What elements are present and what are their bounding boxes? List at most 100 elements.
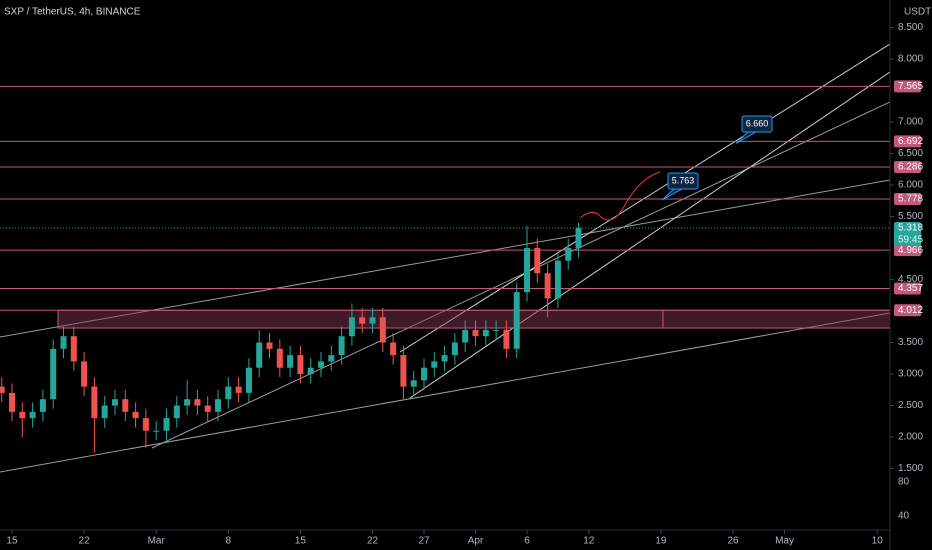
candle-body [60, 336, 67, 349]
candle-body [348, 317, 355, 337]
y-tick-label: 4.500 [898, 274, 923, 285]
channel-line [399, 43, 890, 353]
candle-body [215, 399, 222, 412]
x-tick-label: Apr [468, 536, 484, 547]
y-tick-label: 2.500 [898, 400, 923, 411]
candle-body [554, 260, 561, 299]
callout-pointer [735, 131, 757, 144]
currency-label: USDT [904, 7, 931, 18]
candle-body [173, 405, 180, 419]
level-label: 5.778 [898, 194, 923, 205]
candle-body [29, 411, 36, 419]
y-tick-label: 6.500 [898, 148, 923, 159]
trendline [0, 312, 890, 473]
candle-body [122, 399, 129, 412]
x-tick-label: May [775, 536, 794, 547]
candle-body [91, 386, 98, 419]
candle-body [493, 329, 500, 331]
x-tick-label: 12 [583, 536, 595, 547]
candle-body [400, 355, 407, 387]
candle-body [462, 329, 469, 343]
callout-pointer [661, 188, 683, 201]
y-tick-label: 6.000 [898, 180, 923, 191]
callout-label: 5.763 [672, 175, 695, 185]
candle-body [184, 399, 191, 406]
level-label-box [894, 161, 921, 174]
drawings [0, 43, 890, 473]
x-tick-label: 15 [6, 536, 18, 547]
candle-body [163, 418, 170, 431]
level-label: 4.357 [898, 283, 923, 294]
x-tick-label: 22 [367, 536, 379, 547]
trendline [0, 179, 890, 338]
x-tick-label: 10 [872, 536, 884, 547]
last-price-box [894, 221, 921, 246]
y-tick-label: 3.000 [898, 369, 923, 380]
y-tick-label: 5.500 [898, 211, 923, 222]
y-tick-label: 1.500 [898, 463, 923, 474]
candle-body [503, 329, 510, 349]
channel-line [409, 71, 890, 399]
x-tick-label: 19 [655, 536, 667, 547]
y-tick-label: 3.500 [898, 337, 923, 348]
projection-curve [579, 171, 661, 221]
candle-body [112, 399, 119, 406]
candle-body [369, 317, 376, 324]
candle-body [359, 317, 366, 324]
level-label: 6.286 [898, 162, 923, 173]
candle-body [451, 342, 458, 356]
candle-body [307, 367, 314, 375]
candle-body [513, 292, 520, 349]
x-tick-label: 15 [295, 536, 307, 547]
level-label-box [894, 304, 921, 317]
candle-body [276, 348, 283, 368]
candle-body [256, 342, 263, 368]
x-tick-label: 6 [524, 536, 530, 547]
symbol-title: SXP / TetherUS, 4h, BINANCE [4, 7, 141, 18]
candle-body [379, 317, 386, 343]
candle-body [39, 399, 46, 412]
x-tick-label: 27 [418, 536, 430, 547]
x-tick-label: 22 [79, 536, 91, 547]
candle-body [81, 361, 88, 387]
candle-body [318, 361, 325, 368]
candle-body [410, 380, 417, 387]
x-tick-label: 8 [226, 536, 232, 547]
candle-body [338, 336, 345, 356]
candle-body [524, 248, 531, 293]
callout-box [741, 115, 773, 133]
candle-body [390, 342, 397, 356]
trendline [151, 101, 890, 449]
x-tick-label: 26 [727, 536, 739, 547]
level-label: 6.692 [898, 136, 923, 147]
candle-body [297, 355, 304, 375]
candle-body [431, 361, 438, 368]
candle-body [225, 386, 232, 400]
level-label: 4.966 [898, 245, 923, 256]
level-label: 4.012 [898, 305, 923, 316]
candle-body [70, 336, 77, 362]
candle-body [421, 367, 428, 381]
candle-body [482, 329, 489, 337]
level-label-box [894, 282, 921, 295]
candle-body [472, 329, 479, 337]
level-label-box [894, 193, 921, 206]
zone [57, 309, 891, 329]
volume-tick-label: 80 [898, 477, 910, 488]
candle-body [132, 411, 139, 419]
candle-body [266, 342, 273, 349]
candle-body [245, 367, 252, 393]
candle-body [534, 248, 541, 274]
y-tick-label: 8.000 [898, 54, 923, 65]
candle-body [8, 392, 15, 412]
level-label-box [894, 80, 921, 93]
level-label: 7.565 [898, 81, 923, 92]
candle-body [565, 248, 572, 261]
candle-body [287, 355, 294, 368]
candle-body [544, 273, 551, 299]
y-tick-label: 8.500 [898, 22, 923, 33]
candle-body [153, 430, 160, 432]
